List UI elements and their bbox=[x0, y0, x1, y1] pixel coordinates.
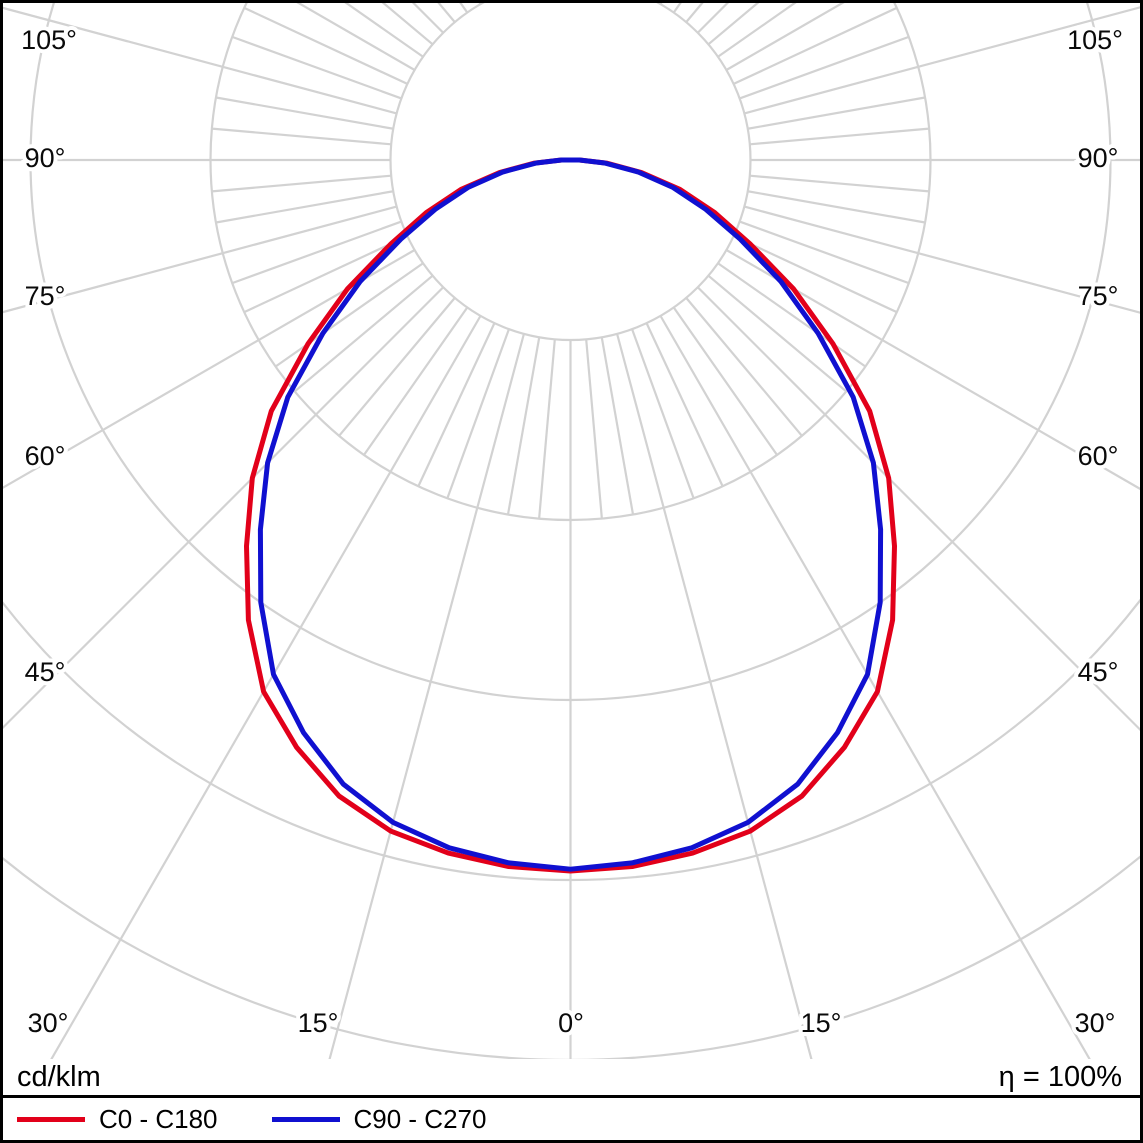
grid-spoke-minor bbox=[749, 174, 930, 193]
grid-spoke-major bbox=[659, 3, 663, 5]
grid-spoke-major bbox=[50, 315, 482, 1059]
grid-spoke-minor bbox=[437, 3, 456, 23]
grid-spoke-major bbox=[725, 249, 1140, 491]
legend: C0 - C180 C90 - C270 bbox=[3, 1098, 1140, 1140]
angle-label: 75° bbox=[1078, 281, 1119, 311]
grid-spoke-minor bbox=[274, 262, 424, 368]
angle-label: 30° bbox=[1075, 1008, 1116, 1038]
legend-item-c0-c180: C0 - C180 bbox=[17, 1104, 218, 1135]
angle-label: 15° bbox=[801, 1008, 842, 1038]
angle-label: 75° bbox=[25, 281, 66, 311]
grid-spoke-minor bbox=[707, 3, 760, 46]
angle-label: 60° bbox=[25, 441, 66, 471]
grid-spoke-major bbox=[3, 6, 397, 115]
angle-label: 15° bbox=[298, 1008, 339, 1038]
grid-spoke-major bbox=[697, 286, 1140, 732]
grid-spoke-minor bbox=[243, 6, 408, 85]
grid-spoke-minor bbox=[215, 190, 394, 224]
grid-spoke-major bbox=[3, 205, 397, 314]
angle-label: 30° bbox=[28, 1008, 69, 1038]
grid-spoke-minor bbox=[685, 297, 803, 437]
grid-spoke-minor bbox=[538, 339, 556, 519]
grid-spoke-minor bbox=[672, 306, 778, 456]
grid-spoke-minor bbox=[600, 337, 635, 515]
angle-label: 60° bbox=[1078, 441, 1119, 471]
grid-spoke-minor bbox=[733, 235, 898, 314]
legend-item-c90-c270: C90 - C270 bbox=[271, 1103, 487, 1135]
unit-label: cd/klm bbox=[17, 1060, 101, 1093]
grid-spoke-minor bbox=[749, 127, 930, 146]
legend-label: C90 - C270 bbox=[353, 1103, 487, 1134]
grid-ring bbox=[389, 3, 752, 342]
angle-label: 105° bbox=[21, 25, 77, 55]
grid-spoke-minor bbox=[338, 297, 456, 437]
curve-c0-c180 bbox=[244, 157, 897, 874]
grid-spoke-minor bbox=[215, 96, 394, 130]
polar-grid bbox=[3, 3, 1140, 1059]
grid-spoke-minor bbox=[381, 3, 434, 46]
angle-label: 45° bbox=[25, 657, 66, 687]
efficiency-label: η = 100% bbox=[998, 1060, 1122, 1093]
grid-spoke-minor bbox=[707, 274, 847, 393]
grid-spoke-major bbox=[3, 286, 444, 730]
legend-swatch-blue bbox=[271, 1116, 340, 1122]
grid-spoke-minor bbox=[506, 337, 541, 515]
grid-spoke-minor bbox=[717, 262, 867, 368]
angle-labels: 105° 105° 90° 90° 75° 75° 60° 60° 45° 45° 30° 30° 15… bbox=[17, 21, 1127, 1042]
grid-spoke-minor bbox=[446, 328, 510, 499]
grid-spoke-minor bbox=[685, 3, 704, 23]
grid-spoke-minor bbox=[363, 306, 469, 456]
grid-spoke-minor bbox=[739, 220, 910, 285]
grid-spoke-minor bbox=[417, 322, 496, 487]
curve-c90-c270 bbox=[257, 157, 884, 872]
footer-info-row: cd/klm η = 100% bbox=[3, 1059, 1140, 1095]
angle-label: 90° bbox=[1078, 143, 1119, 173]
polar-chart: 105° 105° 90° 90° 75° 75° 60° 60° 45° 45° 30° 30° 15… bbox=[3, 3, 1140, 1059]
legend-swatch-red bbox=[17, 1116, 85, 1122]
grid-spoke-minor bbox=[631, 328, 695, 499]
grid-spoke-major bbox=[744, 205, 1140, 314]
grid-spoke-minor bbox=[733, 6, 898, 85]
legend-label: C0 - C180 bbox=[99, 1103, 218, 1134]
grid-spoke-major bbox=[328, 333, 525, 1059]
grid-spoke-minor bbox=[585, 339, 603, 519]
angle-label: 45° bbox=[1078, 657, 1119, 687]
chart-footer: cd/klm η = 100% C0 - C180 C90 - C270 bbox=[3, 1059, 1140, 1140]
grid-spoke-major bbox=[659, 315, 1091, 1059]
grid-spoke-minor bbox=[231, 35, 402, 100]
grid-spoke-minor bbox=[747, 96, 926, 130]
angle-label: 90° bbox=[25, 143, 66, 173]
grid-spoke-major bbox=[3, 249, 416, 489]
grid-spoke-minor bbox=[739, 35, 910, 100]
grid-spoke-minor bbox=[645, 322, 724, 487]
grid-spoke-minor bbox=[747, 190, 926, 224]
angle-label: 0° bbox=[558, 1008, 584, 1038]
grid-spoke-major bbox=[478, 3, 482, 5]
grid-spoke-minor bbox=[211, 127, 392, 146]
grid-spoke-minor bbox=[717, 3, 797, 58]
grid-spoke-major bbox=[744, 6, 1140, 115]
angle-label: 105° bbox=[1067, 25, 1123, 55]
grid-spoke-minor bbox=[231, 220, 402, 285]
divider-line bbox=[3, 1095, 1140, 1098]
grid-spoke-minor bbox=[344, 3, 424, 58]
grid-spoke-minor bbox=[294, 274, 434, 393]
intensity-curves bbox=[244, 157, 897, 874]
grid-spoke-minor bbox=[243, 235, 408, 314]
grid-spoke-major bbox=[616, 333, 813, 1059]
grid-spoke-minor bbox=[211, 174, 392, 193]
